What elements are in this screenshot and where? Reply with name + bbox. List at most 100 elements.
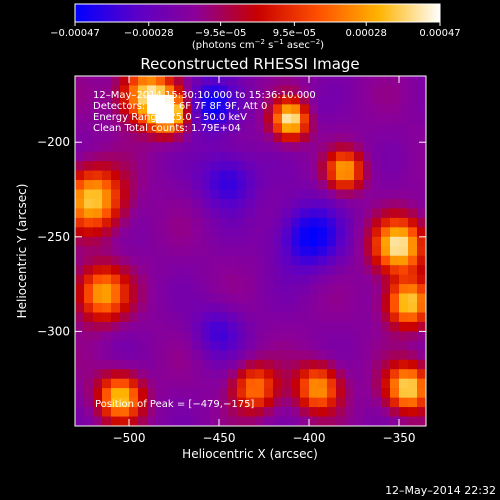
heatmap-cell [300, 85, 310, 96]
heatmap-cell [102, 198, 112, 210]
heatmap-cell [282, 255, 292, 266]
heatmap-cell [372, 293, 382, 304]
heatmap-cell [345, 170, 355, 181]
x-tick-label: −500 [113, 431, 146, 445]
heatmap-cell [273, 350, 283, 361]
heatmap-cell [183, 321, 193, 333]
heatmap-cell [147, 217, 157, 228]
heatmap-cell [93, 123, 103, 134]
heatmap-cell [174, 189, 184, 200]
heatmap-cell [129, 198, 139, 210]
heatmap-cell [336, 284, 346, 295]
heatmap-cell [399, 76, 409, 87]
heatmap-cell [264, 208, 274, 219]
heatmap-cell [318, 189, 328, 200]
heatmap-cell [417, 255, 426, 266]
heatmap-cell [111, 255, 121, 266]
heatmap-cell [138, 388, 148, 399]
heatmap-cell [102, 76, 112, 87]
heatmap-cell [363, 407, 373, 418]
heatmap-cell [183, 246, 193, 257]
heatmap-cell [363, 359, 373, 370]
heatmap-cell [246, 369, 256, 380]
heatmap-cell [372, 161, 382, 172]
heatmap-cell [246, 265, 256, 276]
heatmap-cell [282, 321, 292, 333]
heatmap-cell [390, 350, 400, 361]
heatmap-cell [390, 265, 400, 276]
heatmap-cell [219, 198, 229, 210]
heatmap-cell [183, 151, 193, 162]
heatmap-cell [354, 397, 364, 408]
heatmap-cells [75, 76, 426, 426]
heatmap-cell [381, 236, 391, 247]
heatmap-cell [174, 180, 184, 191]
x-tick-label: −350 [383, 431, 416, 445]
heatmap-cell [336, 76, 346, 87]
heatmap-cell [246, 284, 256, 295]
heatmap-cell [336, 236, 346, 247]
heatmap-cell [237, 274, 247, 285]
heatmap-cell [246, 359, 256, 370]
heatmap-cell [102, 331, 112, 342]
heatmap-cell [318, 170, 328, 181]
heatmap-cell [381, 312, 391, 323]
heatmap-cell [237, 227, 247, 238]
heatmap-cell [210, 189, 220, 200]
heatmap-cell [183, 142, 193, 153]
heatmap-cell [381, 369, 391, 380]
heatmap-cell [201, 161, 211, 172]
heatmap-cell [336, 340, 346, 351]
heatmap-cell [345, 94, 355, 105]
x-axis-label: Heliocentric X (arcsec) [182, 447, 318, 461]
heatmap-cell [174, 170, 184, 181]
heatmap-cell [138, 180, 148, 191]
heatmap-cell [363, 312, 373, 323]
heatmap-cell [327, 321, 337, 333]
heatmap-cell [363, 151, 373, 162]
heatmap-cell [255, 198, 265, 210]
heatmap-cell [183, 274, 193, 285]
heatmap-cell [255, 359, 265, 370]
heatmap-cell [264, 246, 274, 257]
heatmap-cell [336, 303, 346, 314]
heatmap-cell [84, 331, 94, 342]
heatmap-cell [417, 274, 426, 285]
heatmap-cell [228, 142, 238, 153]
heatmap-cell [228, 321, 238, 333]
heatmap-cell [183, 217, 193, 228]
heatmap-cell [138, 142, 148, 153]
heatmap-cell [183, 359, 193, 370]
heatmap-cell [201, 274, 211, 285]
heatmap-cell [300, 350, 310, 361]
heatmap-cell [309, 189, 319, 200]
heatmap-cell [237, 217, 247, 228]
heatmap-cell [183, 340, 193, 351]
heatmap-cell [84, 321, 94, 333]
heatmap-cell [201, 85, 211, 96]
heatmap-cell [273, 265, 283, 276]
heatmap-cell [336, 312, 346, 323]
heatmap-cell [246, 350, 256, 361]
heatmap-cell [120, 312, 130, 323]
x-tick-label: −400 [293, 431, 326, 445]
heatmap-cell [264, 198, 274, 210]
heatmap-cell [210, 312, 220, 323]
heatmap-cell [255, 85, 265, 96]
heatmap-cell [327, 407, 337, 418]
heatmap-cell [291, 246, 301, 257]
heatmap-cell [102, 265, 112, 276]
heatmap-cell [318, 151, 328, 162]
heatmap-cell [255, 246, 265, 257]
heatmap-cell [156, 407, 166, 418]
heatmap-cell [300, 227, 310, 238]
heatmap-cell [264, 76, 274, 87]
heatmap-cell [219, 321, 229, 333]
heatmap-cell [291, 170, 301, 181]
heatmap-cell [102, 161, 112, 172]
heatmap-cell [120, 350, 130, 361]
heatmap-cell [147, 359, 157, 370]
heatmap-cell [300, 369, 310, 380]
heatmap-cell [345, 397, 355, 408]
heatmap-cell [75, 350, 85, 361]
